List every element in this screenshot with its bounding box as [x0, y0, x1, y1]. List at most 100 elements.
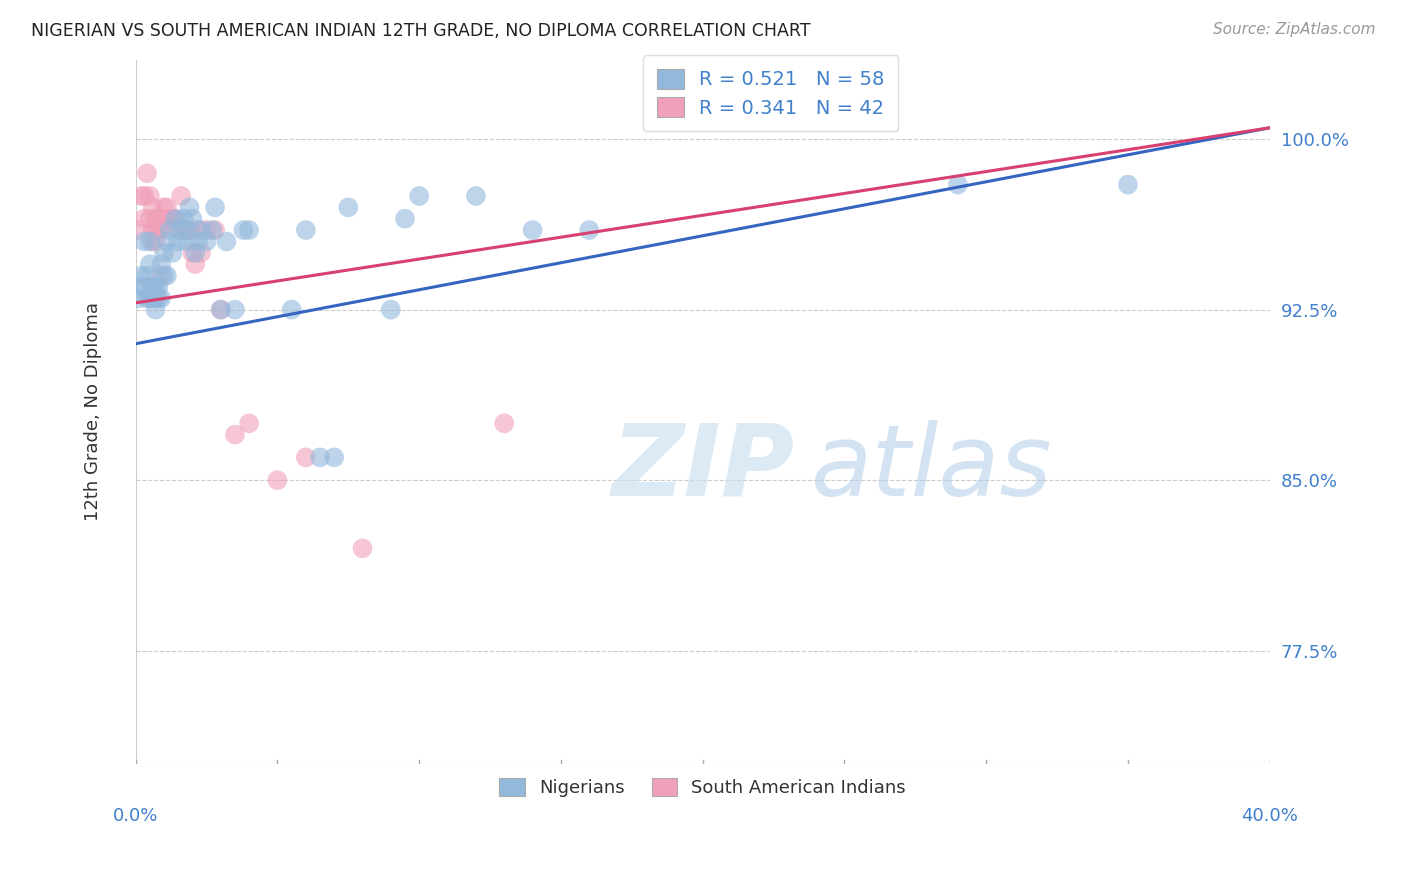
Point — [173, 223, 195, 237]
Text: 12th Grade, No Diploma: 12th Grade, No Diploma — [83, 302, 101, 522]
Point — [195, 223, 218, 237]
Point — [153, 211, 176, 226]
Point — [184, 245, 207, 260]
Point — [153, 268, 176, 283]
Point — [176, 223, 198, 237]
Point — [179, 223, 201, 237]
Point — [131, 268, 153, 283]
Point — [295, 450, 318, 465]
Point — [946, 178, 969, 192]
Point — [165, 211, 187, 226]
Point — [136, 291, 159, 305]
Point — [232, 223, 254, 237]
Point — [148, 223, 170, 237]
Point — [578, 223, 600, 237]
Point — [134, 211, 156, 226]
Text: 40.0%: 40.0% — [1241, 806, 1298, 824]
Point — [153, 200, 176, 214]
Point — [1116, 178, 1139, 192]
Point — [238, 223, 260, 237]
Point — [190, 245, 212, 260]
Point — [150, 223, 173, 237]
Point — [165, 211, 187, 226]
Point — [179, 200, 201, 214]
Point — [148, 291, 170, 305]
Point — [145, 302, 167, 317]
Point — [173, 211, 195, 226]
Point — [128, 223, 150, 237]
Point — [201, 223, 224, 237]
Point — [280, 302, 302, 317]
Point — [159, 223, 181, 237]
Point — [170, 223, 193, 237]
Point — [128, 291, 150, 305]
Text: Source: ZipAtlas.com: Source: ZipAtlas.com — [1212, 22, 1375, 37]
Point — [148, 280, 170, 294]
Point — [195, 235, 218, 249]
Point — [224, 427, 246, 442]
Point — [134, 235, 156, 249]
Point — [156, 200, 179, 214]
Point — [408, 189, 430, 203]
Point — [522, 223, 544, 237]
Point — [142, 235, 165, 249]
Point — [139, 291, 162, 305]
Point — [139, 257, 162, 271]
Point — [142, 200, 165, 214]
Point — [134, 189, 156, 203]
Point — [148, 211, 170, 226]
Point — [494, 417, 516, 431]
Text: ZIP: ZIP — [612, 420, 794, 516]
Text: atlas: atlas — [810, 420, 1052, 516]
Point — [187, 235, 209, 249]
Point — [153, 245, 176, 260]
Legend: Nigerians, South American Indians: Nigerians, South American Indians — [488, 767, 917, 808]
Point — [224, 302, 246, 317]
Point — [162, 211, 184, 226]
Point — [150, 268, 173, 283]
Point — [134, 280, 156, 294]
Point — [150, 291, 173, 305]
Point — [187, 223, 209, 237]
Point — [204, 223, 226, 237]
Point — [139, 211, 162, 226]
Point — [142, 223, 165, 237]
Point — [142, 291, 165, 305]
Point — [176, 235, 198, 249]
Point — [145, 291, 167, 305]
Point — [162, 245, 184, 260]
Point — [309, 450, 332, 465]
Point — [156, 235, 179, 249]
Point — [215, 235, 238, 249]
Point — [145, 280, 167, 294]
Text: 0.0%: 0.0% — [112, 806, 159, 824]
Point — [209, 302, 232, 317]
Point — [139, 189, 162, 203]
Point — [204, 200, 226, 214]
Point — [145, 235, 167, 249]
Point — [167, 223, 190, 237]
Point — [139, 235, 162, 249]
Point — [145, 211, 167, 226]
Point — [156, 268, 179, 283]
Point — [323, 450, 346, 465]
Point — [295, 223, 318, 237]
Point — [238, 417, 260, 431]
Point — [209, 302, 232, 317]
Point — [184, 257, 207, 271]
Point — [181, 245, 204, 260]
Text: NIGERIAN VS SOUTH AMERICAN INDIAN 12TH GRADE, NO DIPLOMA CORRELATION CHART: NIGERIAN VS SOUTH AMERICAN INDIAN 12TH G… — [31, 22, 810, 40]
Point — [176, 223, 198, 237]
Point — [131, 280, 153, 294]
Point — [136, 166, 159, 180]
Point — [380, 302, 402, 317]
Point — [337, 200, 360, 214]
Point — [352, 541, 374, 556]
Point — [266, 473, 288, 487]
Point — [142, 280, 165, 294]
Point — [167, 235, 190, 249]
Point — [136, 268, 159, 283]
Point — [394, 211, 416, 226]
Point — [145, 223, 167, 237]
Point — [464, 189, 486, 203]
